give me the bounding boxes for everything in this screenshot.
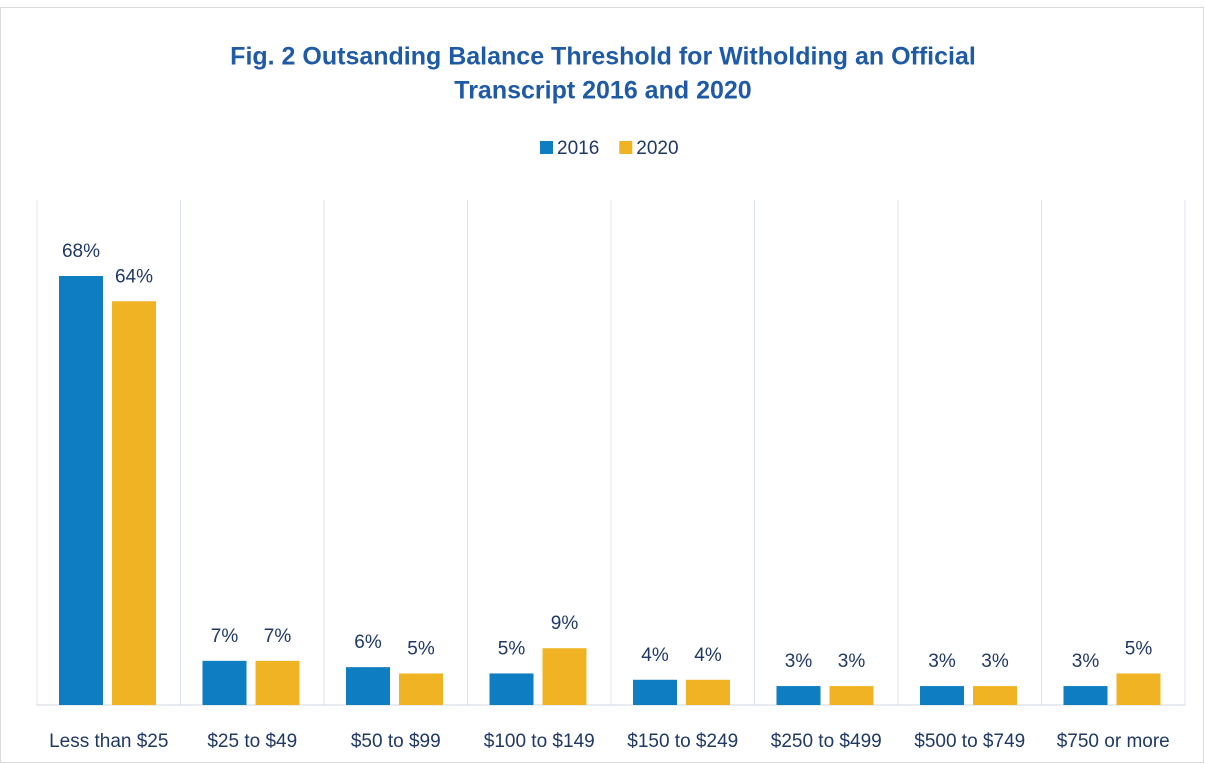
bar [686,679,730,705]
bar [489,673,534,705]
data-label: 3% [838,651,866,672]
bar [255,660,300,705]
data-label: 7% [264,626,292,647]
bar [112,301,156,705]
bar [346,667,390,705]
legend-swatch [540,141,553,154]
x-tick-label: $250 to $499 [771,731,882,752]
x-tick-label: $750 or more [1057,731,1170,752]
x-tick-label: $25 to $49 [207,731,297,752]
bar [399,673,443,705]
bar [59,276,103,705]
legend-label: 2016 [557,138,599,159]
data-label: 4% [641,645,669,666]
data-label: 68% [62,241,100,262]
chart-title: Fig. 2 Outsanding Balance Threshold for … [230,43,976,71]
bar [542,648,587,705]
data-label: 3% [928,651,956,672]
data-label: 3% [785,651,813,672]
data-label: 5% [1125,638,1153,659]
bar [776,686,821,705]
data-label: 3% [981,651,1009,672]
x-tick-label: $150 to $249 [627,731,738,752]
data-label: 9% [551,613,579,634]
data-label: 4% [694,645,722,666]
data-label: 5% [407,638,435,659]
bar [829,686,874,705]
x-tick-label: $50 to $99 [351,731,441,752]
legend-swatch [619,141,633,154]
data-label: 5% [498,638,526,659]
chart-title: Transcript 2016 and 2020 [454,77,751,105]
bar [1116,673,1161,705]
chart-border [0,7,1204,763]
x-tick-label: $500 to $749 [914,731,1025,752]
bar [633,679,677,705]
data-label: 64% [115,266,153,287]
data-label: 7% [211,626,239,647]
x-tick-label: $100 to $149 [484,731,595,752]
bar [920,686,964,705]
legend-label: 2020 [636,138,678,159]
bar [1063,686,1108,705]
data-label: 6% [354,632,382,653]
x-tick-label: Less than $25 [49,731,168,752]
data-label: 3% [1072,651,1100,672]
bar [973,686,1017,705]
bar [202,660,247,705]
